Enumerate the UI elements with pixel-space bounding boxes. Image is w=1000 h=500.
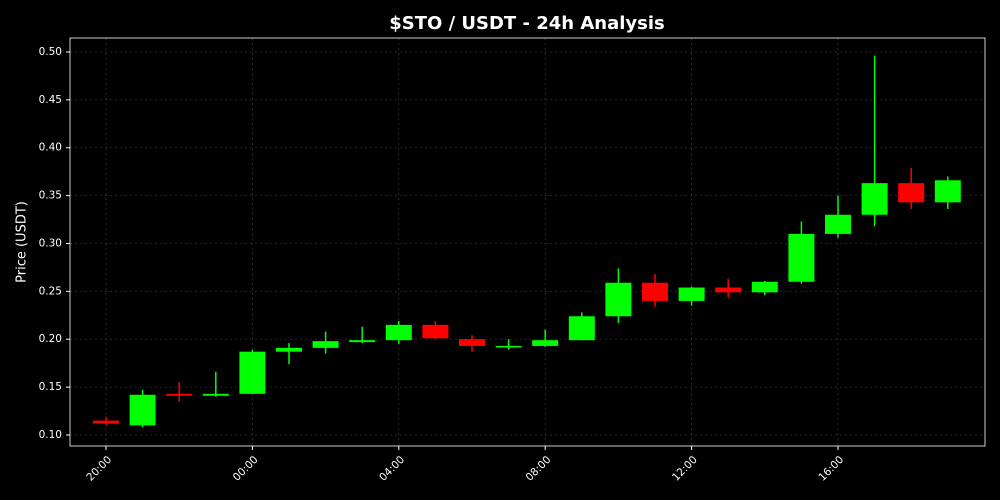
candle-body	[715, 287, 742, 293]
candle-body	[276, 347, 302, 352]
y-tick-label: 0.45	[39, 94, 62, 106]
x-tick-label: 12:00	[670, 454, 700, 484]
y-tick-label: 0.10	[39, 429, 62, 441]
x-tick-label: 04:00	[377, 454, 407, 484]
y-tick-label: 0.35	[39, 190, 62, 202]
y-tick-label: 0.30	[39, 237, 62, 249]
x-tick-label: 16:00	[816, 454, 846, 484]
x-tick-label: 08:00	[524, 454, 554, 484]
y-axis-label: Price (USDT)	[15, 201, 30, 283]
candle-body	[568, 316, 595, 341]
x-tick-label: 20:00	[84, 454, 114, 484]
candle-body	[385, 324, 412, 341]
candle-body	[678, 287, 705, 301]
candle-body	[934, 180, 961, 203]
candle-body	[166, 393, 193, 396]
candle-body	[459, 339, 485, 346]
candle-body	[93, 420, 119, 424]
candle-body	[532, 340, 559, 346]
candle-body	[129, 394, 156, 426]
candle-body	[422, 324, 449, 339]
chart-title: $STO / USDT - 24h Analysis	[389, 13, 665, 34]
candle-body	[312, 341, 339, 348]
candle-body	[861, 183, 888, 215]
y-tick-label: 0.15	[39, 381, 62, 393]
candle-body	[898, 183, 925, 203]
y-tick-label: 0.25	[39, 285, 62, 297]
x-tick-label: 00:00	[231, 454, 261, 484]
candle-body	[349, 340, 376, 343]
candle-body	[825, 214, 851, 234]
y-tick-label: 0.20	[39, 333, 62, 345]
y-tick-label: 0.40	[39, 142, 62, 154]
candle-body	[605, 282, 632, 317]
candle-body	[751, 281, 778, 293]
candle-body	[239, 351, 266, 394]
candle-body	[788, 233, 815, 282]
candle-body	[495, 345, 522, 348]
candle-body	[642, 282, 668, 301]
plot-frame	[69, 37, 986, 447]
candle-body	[202, 393, 229, 396]
y-tick-label: 0.50	[39, 46, 62, 58]
